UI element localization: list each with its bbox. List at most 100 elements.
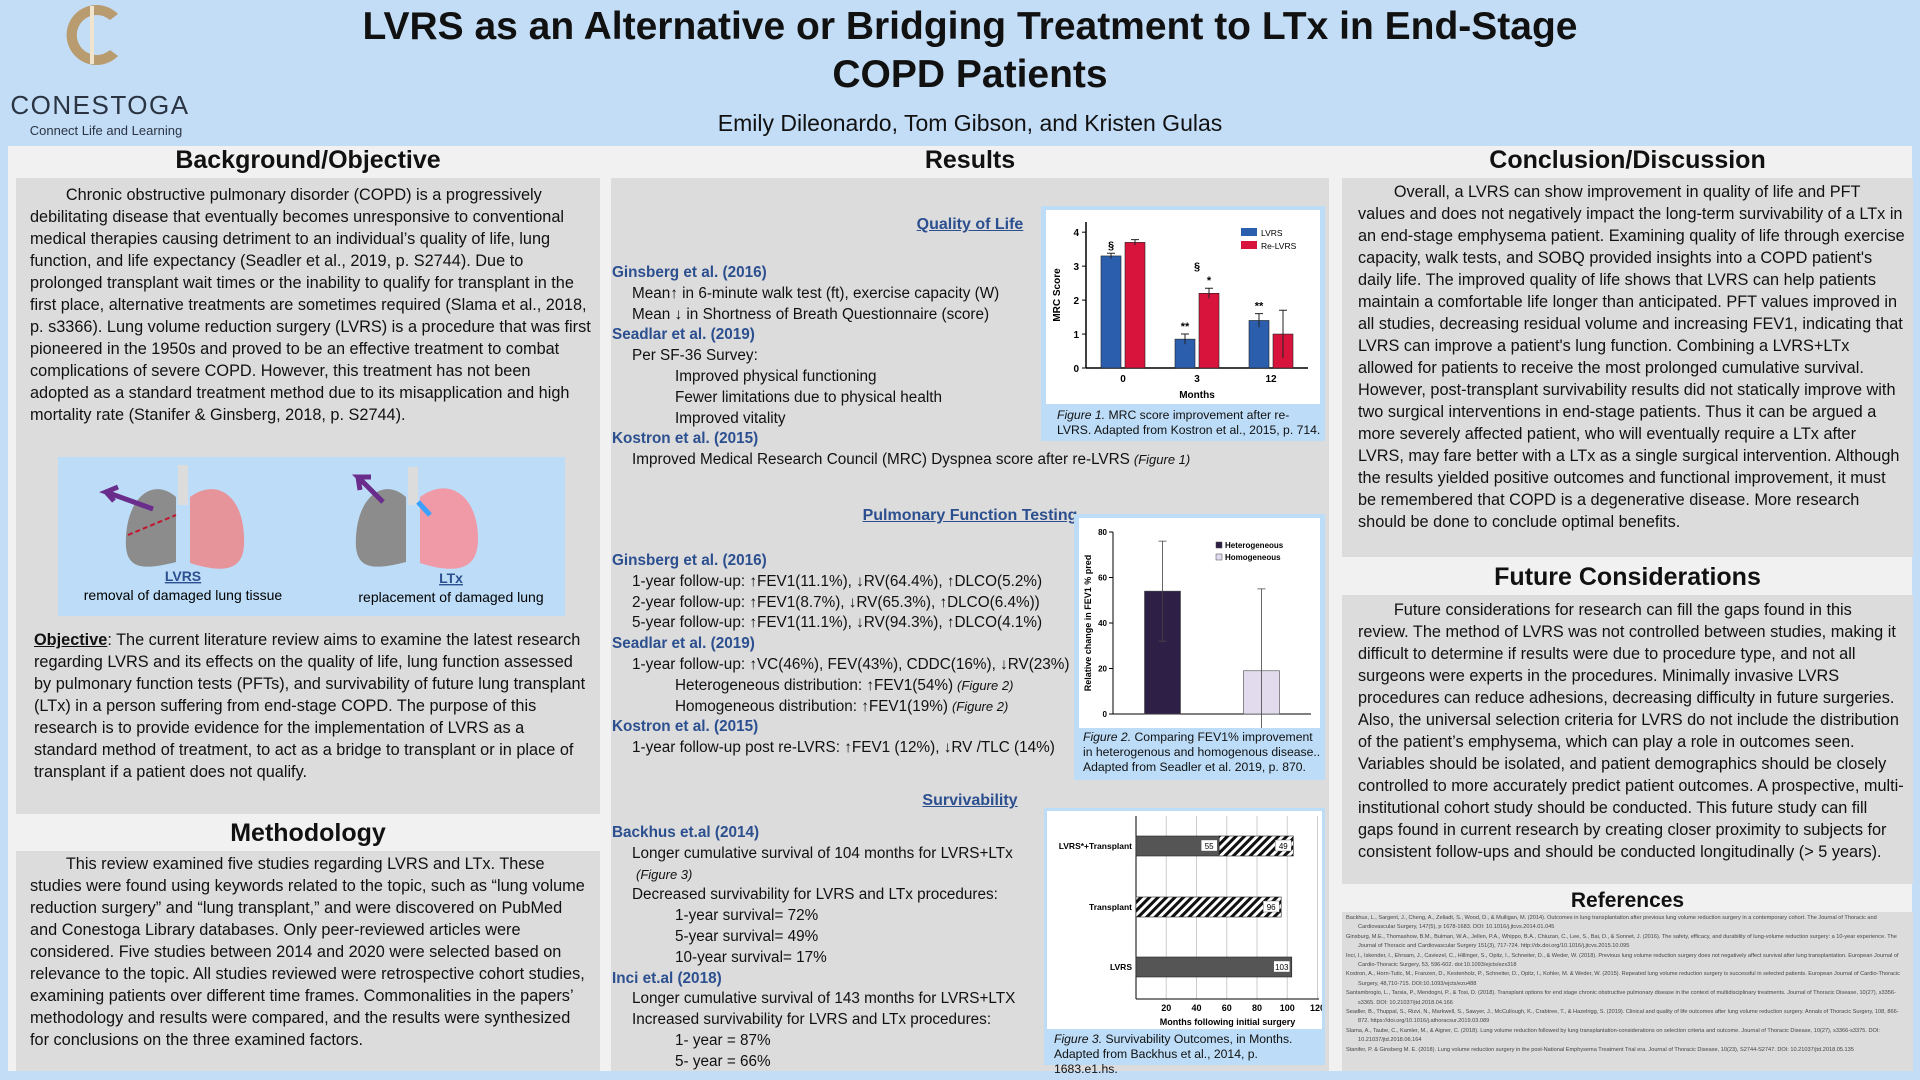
figure-chart: 0 20 40 60 80 Heterogeneous Homogeneous Relativ… [1083,528,1311,754]
study-name: Kostron et al. (2015) [612,429,758,449]
result-line: 1-year follow-up: ↑VC(46%), FEV(43%), CD… [632,655,1070,675]
illustration-label: LTx [439,570,463,586]
value-label-bg [1275,839,1292,852]
caption-text: Comparing FEV1% improvement in heterogen… [1083,730,1321,774]
references-list: Backhus, L., Sargent, J., Cheng, A., Zel… [1346,914,1908,1055]
y-tick-label: 3 [1073,262,1079,273]
x-tick-label: 40 [1191,1003,1201,1013]
line-text: Longer cumulative survival of 104 months… [632,844,1013,862]
legend-swatch [1215,553,1223,561]
illustration-label: LVRS [165,568,201,584]
annotation: § [1108,240,1114,252]
line-text: Heterogeneous distribution: ↑FEV1(54%) [675,676,954,694]
y-tick-label: 2 [1073,296,1079,307]
line-text: 5-year survival= 49% [675,928,819,945]
y-tick-label: 80 [1098,528,1107,537]
result-line: 5-year survival= 49% [675,927,818,947]
legend-label: Homogeneous [1225,553,1281,562]
result-line: (Figure 3) [632,865,692,885]
caption-text: Survivability Outcomes, in Months. Adapt… [1054,1032,1293,1076]
result-line: Improved physical functioning [675,367,877,387]
line-text: 10-year survival= 17% [675,948,827,966]
objective: Objective: The current literature review… [34,629,590,783]
result-line: Heterogeneous distribution: ↑FEV1(54%) (F… [675,676,1013,696]
legend-swatch [1215,541,1223,549]
line-text: Backhus et.al (2014) [612,824,760,841]
line-text: Increased survivability for LVRS and LTx… [632,1011,992,1029]
line-text: Seadlar et al. (2019) [612,326,755,344]
caption-label: Figure 1. [1057,408,1106,422]
reference: Inci, I., Iskender, I., Ehrsam, J., Cavi… [1346,952,1899,969]
value-label: 55 [1205,842,1214,851]
reference: Seadler, B., Thuppal, S., Rizvi, N., Mar… [1346,1009,1899,1025]
figure-panel: 20 40 60 80 100 120 LVRS*+Transplant 55 49 Transp… [1044,808,1325,1076]
objective-label: Objective [34,631,108,649]
result-line: Increased survivability for LVRS and LTx… [632,1010,991,1030]
logo: CONESTOGA Connect Life and Learning [10,5,189,138]
authors: Emily Dileonardo, Tom Gibson, and Kriste… [717,110,1223,136]
line-text: Improved Medical Research Council (MRC) … [632,451,1130,469]
x-tick-label: 3 [1194,374,1200,385]
annotation: ** [1181,321,1190,333]
caption-label: Figure 3. [1054,1032,1103,1046]
y-tick-label: 60 [1098,574,1107,583]
logo-tagline: Connect Life and Learning [30,123,183,138]
subsection-heading: Quality of Life [916,216,1024,233]
error-bar [1205,287,1213,299]
line-text: 1-year follow-up: ↑VC(46%), FEV(43%), CD… [632,656,1070,673]
study-name: Backhus et.al (2014) [612,823,759,843]
x-tick-label: 20 [1161,1003,1171,1013]
study-name: Seadlar et al. (2019) [612,325,755,345]
annotation: ** [1255,301,1264,313]
logo-name: CONESTOGA [10,90,189,120]
line-text: Kostron et al. (2015) [612,430,759,448]
value-label: 103 [1275,963,1289,972]
result-line: 5- year = 66% [675,1052,771,1072]
result-line: 1-year survival= 72% [675,906,818,926]
reference: Ginsburg, M.E., Thomashow, B.M., Bulman,… [1346,933,1897,950]
line-text: 1-year survival= 72% [675,907,819,925]
annotation: § [1194,261,1200,273]
figure-ref: (Figure 2) [957,677,1014,693]
result-line: Longer cumulative survival of 104 months… [632,844,1013,864]
legend-label: Re-LVRS [1261,241,1297,251]
section-heading: Background/Objective [175,146,441,174]
line-text: Improved vitality [675,409,786,427]
y-tick-label: Transplant [1089,902,1132,912]
x-axis-label: Months following initial surgery [1160,1017,1296,1027]
line-text: 1-year follow-up post re-LVRS: ↑FEV1 (12… [632,739,1055,757]
section-heading: Conclusion/Discussion [1489,146,1766,174]
result-line: 1-year follow-up post re-LVRS: ↑FEV1 (12… [632,738,1055,758]
line-text: Per SF-36 Survey: [632,347,758,365]
error-bar [1131,239,1139,246]
y-tick-label: LVRS [1110,962,1132,972]
line-text: Mean ↓ in Shortness of Breath Questionna… [632,305,990,323]
legend-label: LVRS [1261,228,1283,238]
figure-chart-area: 0 20 40 60 80 Heterogeneous Homogeneous Relativ… [1079,518,1320,754]
objective-text: : The current literature review aims to … [34,631,586,781]
reference: Backhus, L., Sargent, J., Cheng, A., Zel… [1346,915,1877,931]
lvrs-lungs [99,465,245,569]
background-text: Chronic obstructive pulmonary disorder (… [30,186,591,424]
error-bar [1181,333,1189,345]
result-line: Homogeneous distribution: ↑FEV1(19%) (Fig… [675,697,1008,717]
result-line: Improved vitality [675,409,786,429]
bar-segment [1135,956,1293,978]
value-label-bg [1262,900,1280,913]
line-text: Decreased survivability for LVRS and LTx… [632,886,998,904]
caption-text: MRC score improvement after re-LVRS. Ada… [1057,408,1321,437]
line-text: Longer cumulative survival of 143 months… [632,990,1016,1008]
line-text: 5-year follow-up: ↑FEV1(11.1%), ↓RV(94.3… [632,614,1043,632]
study-name: Inci et.al (2018) [612,969,722,989]
line-text: Inci et.al (2018) [612,969,722,987]
x-tick-label: 60 [1222,1003,1232,1013]
figure-chart: 20 40 60 80 100 120 LVRS*+Transplant 55 49 Transp… [1059,816,1325,1027]
reference: Slama, A., Taube, C., Kamler, M., & Aign… [1346,1027,1880,1044]
line-text: Seadlar et al. (2019) [612,635,755,653]
bar [1100,255,1122,369]
figure-panel: 0 20 40 60 80 Heterogeneous Homogeneous Relativ… [1074,514,1325,780]
subsection-heading: Survivability [922,792,1018,809]
ltx-lungs [351,467,478,569]
line-text: 5- year = 66% [675,1052,771,1070]
